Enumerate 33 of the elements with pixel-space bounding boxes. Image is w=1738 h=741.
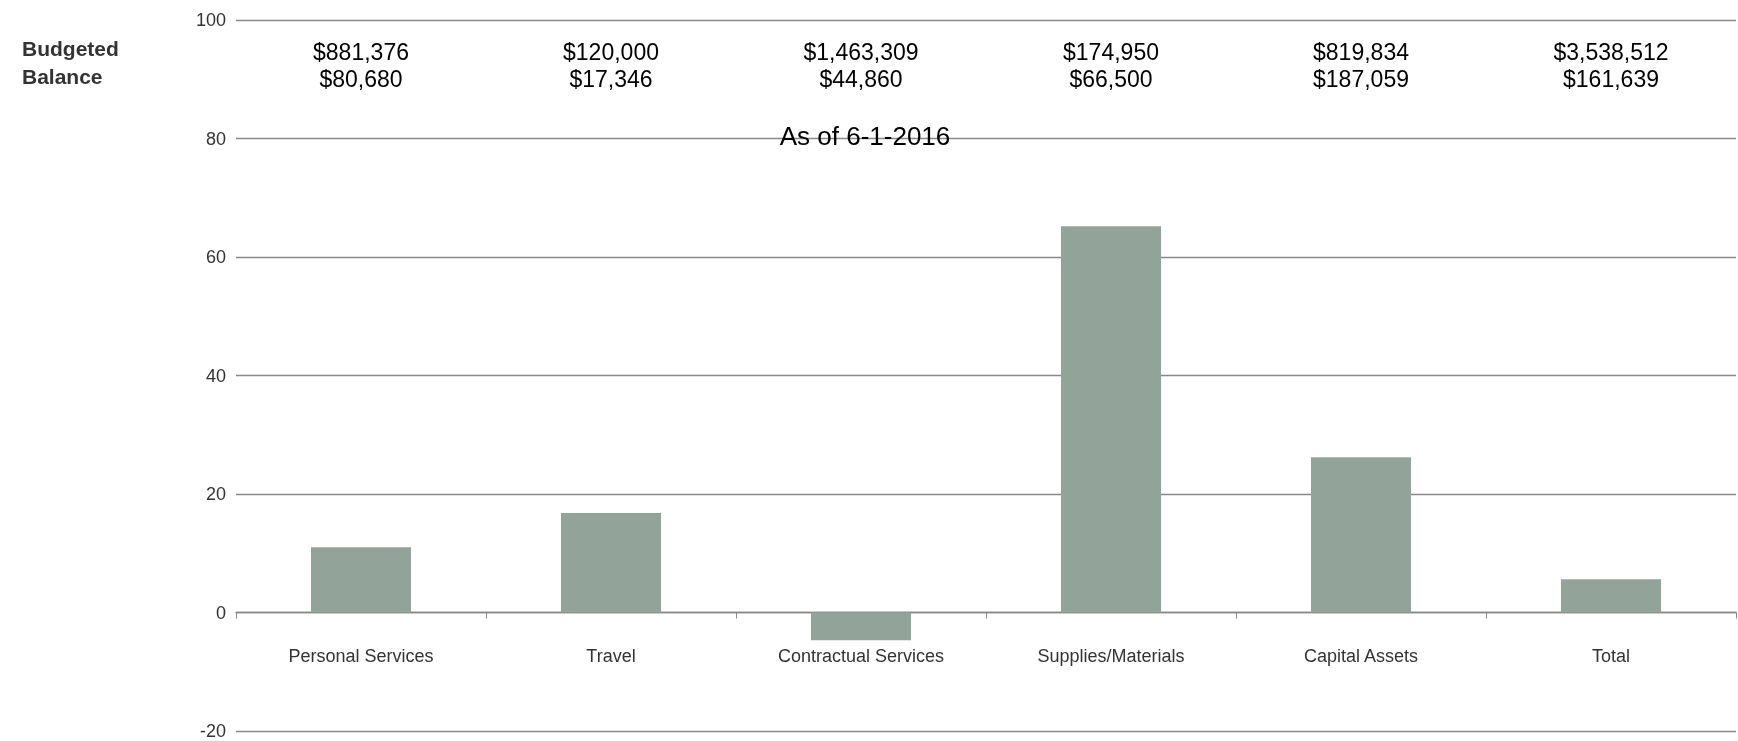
annotation: $17,346: [569, 66, 653, 92]
annotation: $44,860: [819, 66, 903, 92]
y-tick-label: 80: [205, 128, 226, 149]
annotation: $120,000: [563, 39, 659, 65]
y-axis-title: Budgeted Balance: [22, 36, 119, 88]
annotation: $819,834: [1313, 39, 1410, 65]
x-tick-label: Travel: [586, 645, 636, 666]
annotation: $161,639: [1563, 66, 1659, 92]
x-tick-label: Capital Assets: [1303, 645, 1419, 666]
y-tick-label: -20: [199, 721, 226, 741]
bar: [811, 612, 911, 641]
bar: [311, 547, 411, 613]
bar: [1061, 226, 1161, 613]
text: As of 6-1-2016: [779, 121, 951, 151]
annotation: $1,463,309: [803, 39, 919, 65]
annotation: $80,680: [319, 66, 403, 92]
y-tick-label: 40: [205, 365, 226, 386]
x-tick-label: Personal Services: [288, 645, 434, 666]
annotation: $187,059: [1313, 66, 1409, 92]
y-tick-label: 60: [205, 247, 226, 267]
annotation: $66,500: [1069, 66, 1153, 92]
annotation: $881,376: [313, 39, 409, 65]
y-tick-label: 100: [195, 10, 226, 30]
annotation: $174,950: [1063, 39, 1159, 65]
y-tick-label: 0: [215, 602, 226, 623]
bar: [561, 512, 661, 613]
x-tick-label: Total: [1591, 645, 1631, 666]
bar: [1561, 579, 1661, 613]
y-tick-label: 20: [205, 484, 226, 504]
x-tick-label: Supplies/Materials: [1037, 645, 1185, 666]
annotation: $3,538,512: [1553, 39, 1669, 65]
bar: [1311, 457, 1411, 613]
x-tick-label: Contractual Services: [777, 645, 945, 666]
